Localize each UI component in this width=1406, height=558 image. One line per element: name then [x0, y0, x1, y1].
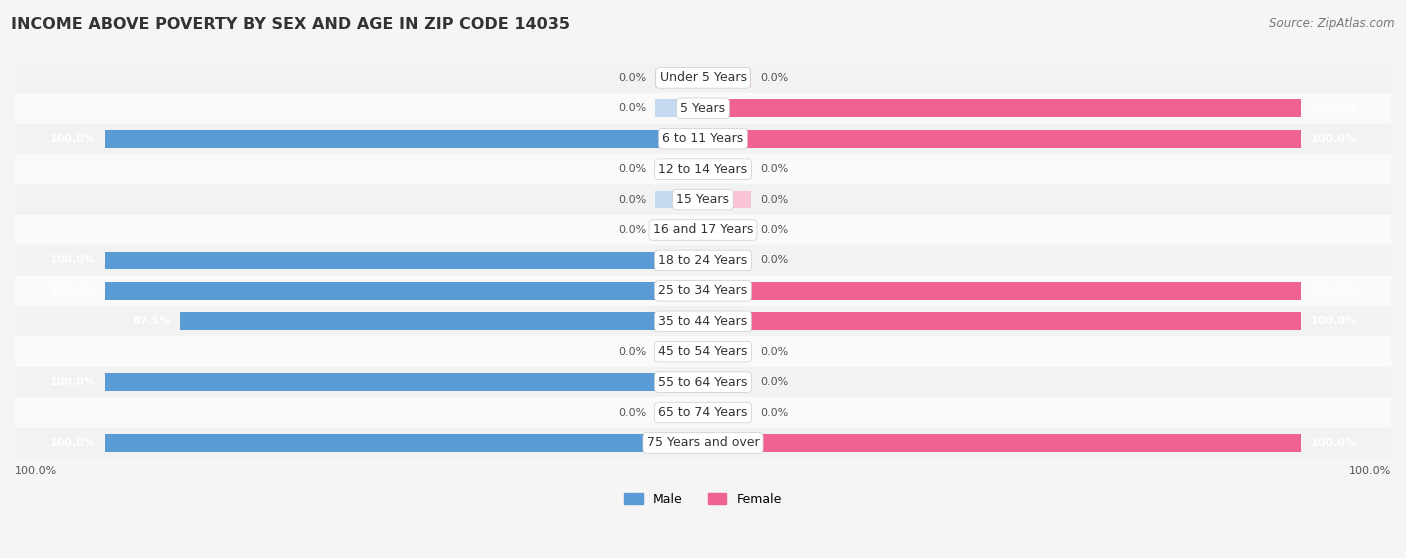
Bar — [104, 130, 703, 147]
Bar — [15, 428, 1391, 458]
Bar — [15, 93, 1391, 123]
Bar — [104, 373, 703, 391]
Bar — [104, 252, 703, 270]
Bar — [703, 191, 751, 208]
Text: 35 to 44 Years: 35 to 44 Years — [658, 315, 748, 328]
Text: 100.0%: 100.0% — [49, 438, 96, 448]
Text: 100.0%: 100.0% — [1310, 103, 1357, 113]
Text: 16 and 17 Years: 16 and 17 Years — [652, 224, 754, 237]
Text: 0.0%: 0.0% — [617, 195, 647, 205]
Text: 0.0%: 0.0% — [759, 407, 789, 417]
Text: Under 5 Years: Under 5 Years — [659, 71, 747, 84]
Text: 100.0%: 100.0% — [1310, 316, 1357, 326]
Text: 0.0%: 0.0% — [759, 164, 789, 174]
Text: 100.0%: 100.0% — [49, 256, 96, 266]
Text: 100.0%: 100.0% — [49, 286, 96, 296]
Bar — [15, 276, 1391, 306]
Text: 0.0%: 0.0% — [617, 103, 647, 113]
Bar — [15, 62, 1391, 93]
Bar — [703, 282, 1302, 300]
Text: 25 to 34 Years: 25 to 34 Years — [658, 285, 748, 297]
Text: 0.0%: 0.0% — [759, 225, 789, 235]
Text: 12 to 14 Years: 12 to 14 Years — [658, 162, 748, 176]
Bar — [15, 336, 1391, 367]
Bar — [655, 69, 703, 86]
Text: 45 to 54 Years: 45 to 54 Years — [658, 345, 748, 358]
Bar — [703, 69, 751, 86]
Text: 0.0%: 0.0% — [759, 347, 789, 357]
Bar — [703, 130, 1302, 147]
Bar — [15, 123, 1391, 154]
Text: 100.0%: 100.0% — [49, 377, 96, 387]
Text: 0.0%: 0.0% — [617, 225, 647, 235]
Bar — [703, 434, 1302, 452]
Bar — [703, 403, 751, 421]
Text: 0.0%: 0.0% — [617, 73, 647, 83]
Text: INCOME ABOVE POVERTY BY SEX AND AGE IN ZIP CODE 14035: INCOME ABOVE POVERTY BY SEX AND AGE IN Z… — [11, 17, 571, 32]
Bar — [104, 282, 703, 300]
Bar — [180, 312, 703, 330]
Text: 65 to 74 Years: 65 to 74 Years — [658, 406, 748, 419]
Bar — [703, 160, 751, 178]
Text: 0.0%: 0.0% — [617, 347, 647, 357]
Text: 0.0%: 0.0% — [759, 256, 789, 266]
Text: 100.0%: 100.0% — [1310, 134, 1357, 144]
Text: 0.0%: 0.0% — [617, 164, 647, 174]
Text: 100.0%: 100.0% — [1310, 286, 1357, 296]
Text: 100.0%: 100.0% — [1348, 466, 1391, 476]
Bar — [15, 215, 1391, 245]
Bar — [15, 154, 1391, 184]
Bar — [15, 245, 1391, 276]
Text: 18 to 24 Years: 18 to 24 Years — [658, 254, 748, 267]
Bar — [655, 160, 703, 178]
Bar — [655, 343, 703, 360]
Bar — [703, 221, 751, 239]
Text: 100.0%: 100.0% — [15, 466, 58, 476]
Text: 100.0%: 100.0% — [49, 134, 96, 144]
Text: 87.5%: 87.5% — [132, 316, 170, 326]
Bar — [655, 403, 703, 421]
Text: 0.0%: 0.0% — [759, 377, 789, 387]
Text: 5 Years: 5 Years — [681, 102, 725, 115]
Bar — [655, 191, 703, 208]
Bar — [703, 99, 1302, 117]
Text: 0.0%: 0.0% — [759, 73, 789, 83]
Bar — [15, 397, 1391, 428]
Bar — [703, 343, 751, 360]
Legend: Male, Female: Male, Female — [619, 488, 787, 511]
Bar — [655, 221, 703, 239]
Text: Source: ZipAtlas.com: Source: ZipAtlas.com — [1270, 17, 1395, 30]
Text: 0.0%: 0.0% — [759, 195, 789, 205]
Text: 55 to 64 Years: 55 to 64 Years — [658, 376, 748, 388]
Text: 0.0%: 0.0% — [617, 407, 647, 417]
Text: 100.0%: 100.0% — [1310, 438, 1357, 448]
Text: 75 Years and over: 75 Years and over — [647, 436, 759, 449]
Text: 6 to 11 Years: 6 to 11 Years — [662, 132, 744, 145]
Bar — [15, 184, 1391, 215]
Bar — [703, 312, 1302, 330]
Bar — [104, 434, 703, 452]
Bar — [703, 252, 751, 270]
Bar — [15, 306, 1391, 336]
Bar — [703, 373, 751, 391]
Text: 15 Years: 15 Years — [676, 193, 730, 206]
Bar — [15, 367, 1391, 397]
Bar — [655, 99, 703, 117]
